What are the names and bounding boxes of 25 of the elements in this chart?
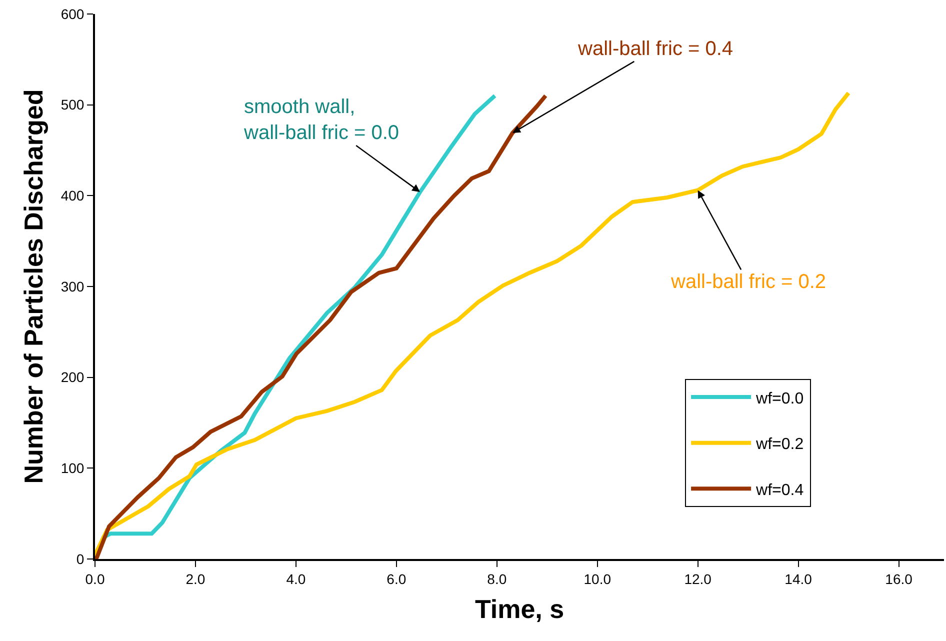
x-tick-label: 10.0 xyxy=(584,570,612,587)
annotation: wall-ball fric = 0.4 xyxy=(577,38,734,60)
y-tick-label: 0 xyxy=(76,550,84,567)
legend-label: wf=0.2 xyxy=(755,436,804,454)
x-tick-label: 16.0 xyxy=(885,570,913,587)
annotation: smooth wall, wall-ball fric = 0.0 xyxy=(243,96,400,144)
x-tick-label: 4.0 xyxy=(286,570,306,587)
y-tick-label: 400 xyxy=(60,188,84,204)
y-tick-label: 100 xyxy=(60,460,84,476)
y-tick-label: 300 xyxy=(60,278,84,294)
x-tick-label: 14.0 xyxy=(784,570,812,587)
annotation: wall-ball fric = 0.2 xyxy=(670,271,826,293)
x-axis-title: Time, s xyxy=(474,594,564,624)
y-axis-title: Number of Particles Discharged xyxy=(18,89,49,484)
y-tick-label: 600 xyxy=(60,6,84,22)
y-tick-label: 500 xyxy=(60,96,84,113)
line-series xyxy=(95,91,851,559)
legend-label: wf=0.4 xyxy=(755,482,804,499)
x-tick-label: 6.0 xyxy=(386,570,406,587)
x-tick-label: 0.0 xyxy=(85,570,105,587)
x-tick-label: 12.0 xyxy=(684,570,712,587)
x-tick-label: 8.0 xyxy=(487,570,507,587)
legend-label: wf=0.0 xyxy=(755,390,804,408)
y-tick-label: 200 xyxy=(60,369,84,386)
x-tick-label: 2.0 xyxy=(186,570,206,587)
